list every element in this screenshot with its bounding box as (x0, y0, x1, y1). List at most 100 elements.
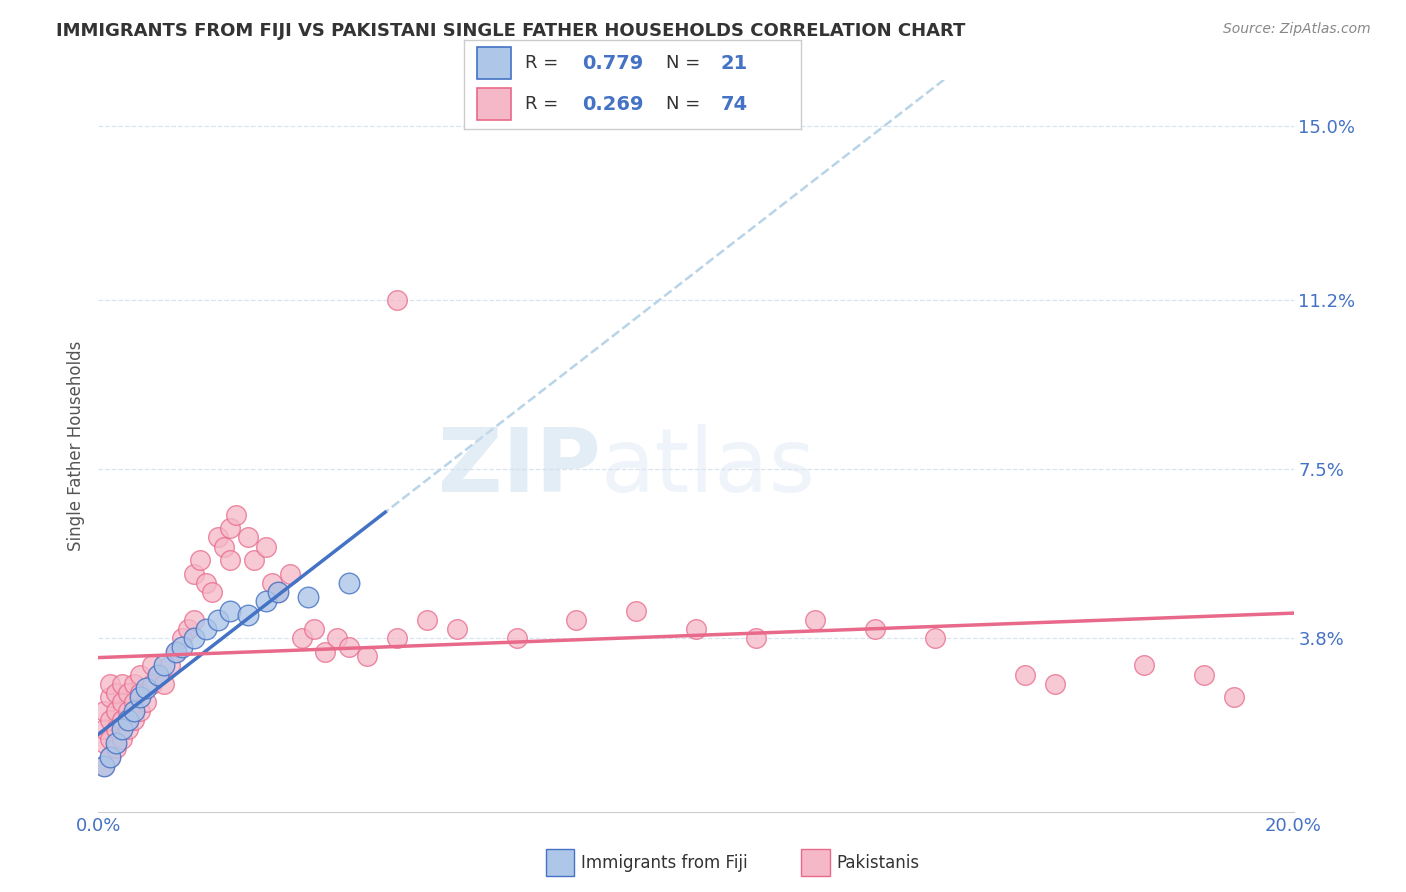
Point (339, 640, 360, 655)
Point (124, 714, 146, 728)
Point (183, 613, 205, 627)
Point (129, 690, 152, 705)
Point (124, 676, 146, 690)
Point (506, 631, 529, 645)
Point (302, 622, 325, 636)
Text: 21: 21 (720, 54, 748, 73)
Text: Immigrants from Fiji: Immigrants from Fiji (581, 854, 748, 871)
Point (195, 622, 218, 636)
Point (111, 695, 134, 709)
Point (201, 585, 224, 599)
Point (135, 681, 157, 696)
Point (141, 658, 163, 673)
Text: ZIP: ZIP (437, 425, 600, 511)
Text: atlas: atlas (600, 425, 815, 511)
Text: R =: R = (524, 54, 564, 72)
Point (188, 553, 211, 567)
Text: Source: ZipAtlas.com: Source: ZipAtlas.com (1223, 22, 1371, 37)
Point (148, 667, 170, 681)
Point (172, 640, 194, 655)
Point (315, 645, 337, 659)
Point (124, 704, 146, 718)
Point (105, 740, 128, 755)
Point (1043, 676, 1066, 690)
Point (165, 645, 187, 659)
Point (117, 686, 139, 700)
Point (326, 631, 349, 645)
Point (153, 658, 176, 673)
Point (129, 686, 152, 700)
Text: 74: 74 (720, 95, 748, 114)
Y-axis label: Single Father Households: Single Father Households (67, 341, 86, 551)
Point (105, 704, 128, 718)
Point (129, 667, 152, 681)
Point (416, 613, 439, 627)
Point (177, 622, 200, 636)
Point (153, 676, 176, 690)
Text: 0.779: 0.779 (582, 54, 644, 73)
Point (100, 749, 122, 764)
Point (100, 690, 122, 705)
FancyBboxPatch shape (478, 47, 512, 79)
Point (93, 723, 115, 737)
Text: R =: R = (524, 95, 564, 113)
Point (207, 613, 229, 627)
Text: IMMIGRANTS FROM FIJI VS PAKISTANI SINGLE FATHER HOUSEHOLDS CORRELATION CHART: IMMIGRANTS FROM FIJI VS PAKISTANI SINGLE… (56, 22, 966, 40)
Point (385, 631, 409, 645)
Point (100, 749, 122, 764)
Point (219, 521, 242, 535)
Point (195, 576, 218, 591)
Point (93, 704, 115, 718)
Text: 0.269: 0.269 (582, 95, 644, 114)
Point (626, 603, 648, 617)
Point (446, 622, 468, 636)
Point (159, 658, 181, 673)
Point (117, 704, 139, 718)
Point (129, 704, 152, 718)
Point (111, 723, 134, 737)
Point (260, 576, 283, 591)
Point (124, 695, 146, 709)
Point (865, 622, 887, 636)
Point (172, 631, 194, 645)
Point (267, 585, 290, 599)
Point (267, 585, 290, 599)
Point (1133, 658, 1156, 673)
Point (105, 736, 128, 750)
Point (93, 759, 115, 773)
Point (254, 594, 277, 608)
Point (236, 530, 259, 544)
Point (1014, 667, 1036, 681)
FancyBboxPatch shape (478, 88, 512, 120)
Point (339, 576, 360, 591)
Point (745, 631, 768, 645)
Point (924, 631, 946, 645)
Text: N =: N = (666, 54, 706, 72)
Point (565, 613, 588, 627)
Point (183, 631, 205, 645)
Point (212, 540, 235, 554)
Point (356, 649, 378, 664)
Point (117, 714, 139, 728)
Point (685, 622, 707, 636)
Point (93, 736, 115, 750)
Point (111, 731, 134, 746)
Point (148, 667, 170, 681)
Point (141, 676, 163, 690)
Point (105, 686, 128, 700)
Point (236, 608, 259, 623)
Point (219, 603, 242, 617)
Point (111, 714, 134, 728)
Point (1223, 690, 1246, 705)
Point (1192, 667, 1215, 681)
Point (297, 590, 319, 604)
Point (278, 567, 301, 582)
Point (100, 714, 122, 728)
Point (291, 631, 314, 645)
Point (111, 676, 134, 690)
Point (183, 567, 205, 582)
Point (117, 723, 139, 737)
Point (105, 723, 128, 737)
Point (165, 645, 187, 659)
Point (207, 530, 229, 544)
